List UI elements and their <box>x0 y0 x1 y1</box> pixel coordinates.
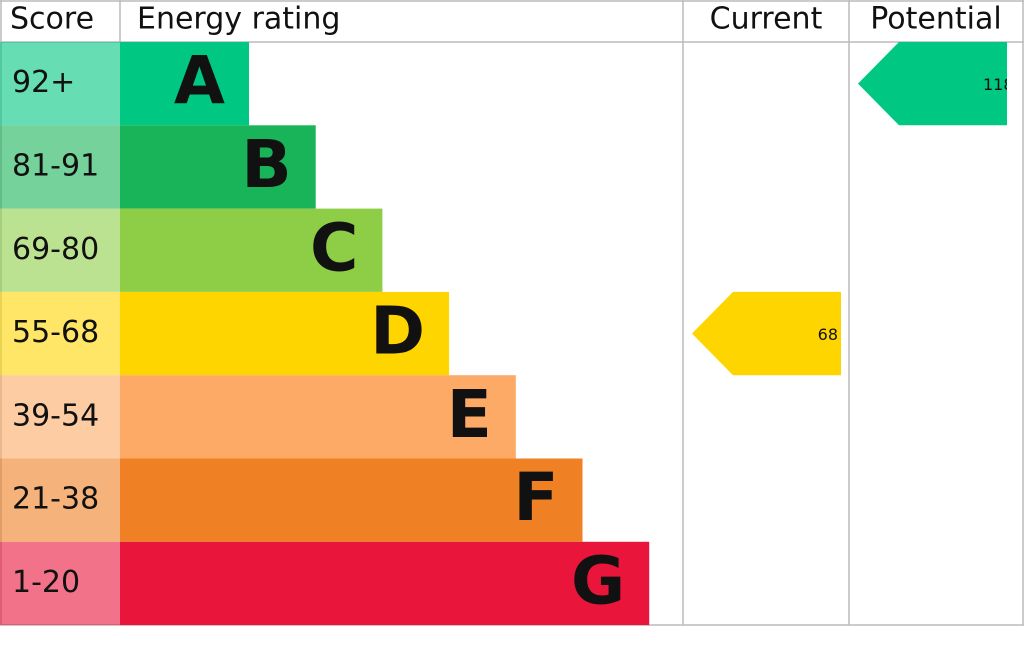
rating-bar <box>120 541 650 626</box>
header-rating: Energy rating <box>137 2 340 37</box>
potential-arrow-group: 118 <box>858 42 1014 126</box>
rating-letter: F <box>513 459 558 536</box>
rating-bar <box>120 208 383 292</box>
rating-letter: D <box>370 293 425 370</box>
score-cell <box>0 541 120 626</box>
score-label: 1-20 <box>12 565 80 600</box>
rating-bar <box>120 375 516 459</box>
potential-arrow <box>858 42 1007 126</box>
score-label: 69-80 <box>12 232 99 267</box>
score-label: 81-91 <box>12 148 99 183</box>
score-label: 21-38 <box>12 482 99 517</box>
rating-letter: E <box>447 376 492 453</box>
rating-letter: G <box>571 543 625 620</box>
score-cell <box>0 125 120 209</box>
current-arrow-group: 68 <box>692 291 841 376</box>
rating-bar <box>120 458 583 542</box>
potential-value: 118 <box>983 75 1014 94</box>
rating-bar <box>120 42 249 126</box>
score-label: 55-68 <box>12 315 99 350</box>
current-arrow <box>692 291 841 376</box>
score-cell <box>0 375 120 459</box>
rating-bar <box>120 125 316 209</box>
current-value: 68 <box>818 325 838 344</box>
rating-bar <box>120 291 450 376</box>
rating-letter: A <box>174 43 225 120</box>
score-label: 92+ <box>12 65 75 100</box>
header-potential: Potential <box>870 2 1001 37</box>
header-score: Score <box>10 2 94 37</box>
rating-letter: C <box>310 209 358 286</box>
score-cell <box>0 208 120 292</box>
header-current: Current <box>710 2 823 37</box>
score-label: 39-54 <box>12 398 99 433</box>
score-cell <box>0 42 120 126</box>
score-cell <box>0 291 120 376</box>
score-cell <box>0 458 120 542</box>
rating-letter: B <box>241 126 291 203</box>
